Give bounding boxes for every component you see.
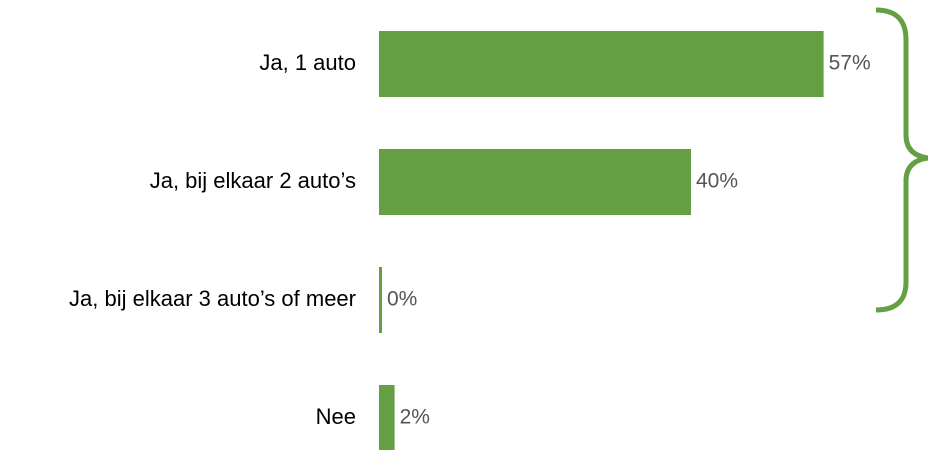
category-label: Ja, 1 auto xyxy=(259,50,356,75)
category-label: Ja, bij elkaar 3 auto’s of meer xyxy=(69,286,356,311)
value-label: 57% xyxy=(829,52,871,75)
value-label: 0% xyxy=(387,288,417,311)
bar xyxy=(379,385,395,450)
value-label: 2% xyxy=(400,406,430,429)
group-brace xyxy=(875,7,928,313)
category-label: Nee xyxy=(316,404,356,429)
category-label: Ja, bij elkaar 2 auto’s xyxy=(150,168,356,193)
bar xyxy=(379,267,382,333)
bar xyxy=(379,149,691,215)
value-label: 40% xyxy=(696,170,738,193)
bar xyxy=(379,31,824,97)
